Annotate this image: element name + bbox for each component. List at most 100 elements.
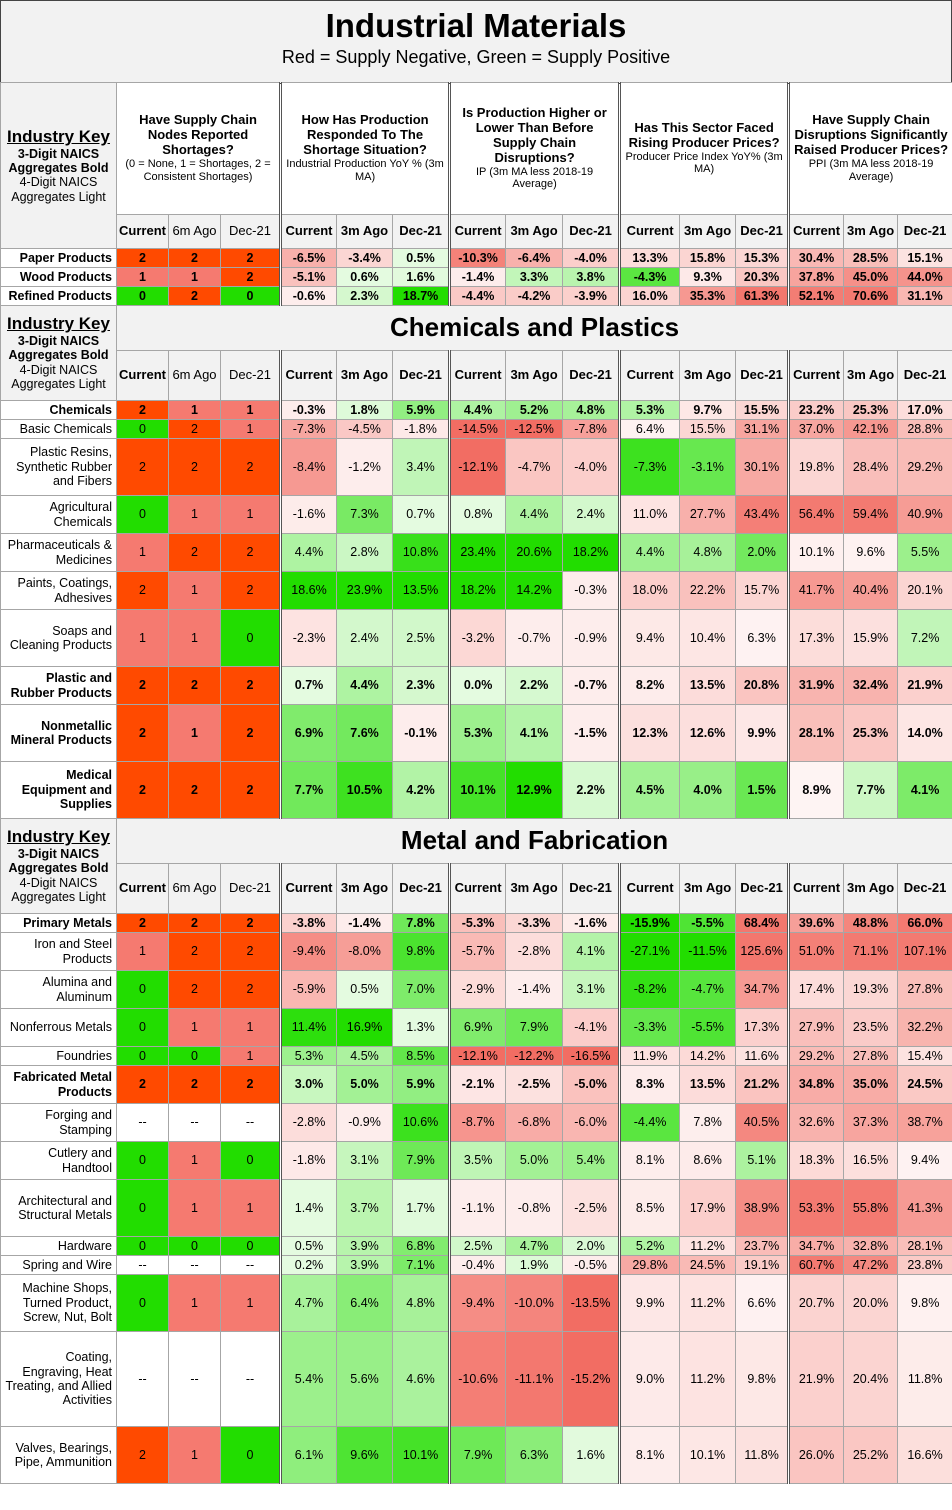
question-header-5: Have Supply Chain Disruptions Significan… [787, 82, 952, 215]
data-cell: 0 [116, 970, 169, 1009]
data-cell: 1 [168, 1141, 221, 1180]
data-cell: 7.7% [279, 761, 338, 819]
data-cell: 1.6% [562, 1426, 621, 1484]
data-cell: 9.8% [392, 932, 451, 971]
title-block: Industrial Materials Red = Supply Negati… [0, 0, 952, 84]
data-cell: -7.3% [618, 438, 681, 496]
data-cell: 5.4% [279, 1331, 338, 1427]
data-cell: 2 [168, 932, 221, 971]
data-cell: 20.3% [735, 267, 790, 287]
data-cell: 29.2% [787, 1046, 845, 1066]
row-label: Valves, Bearings, Pipe, Ammunition [0, 1426, 117, 1484]
data-cell: 17.3% [787, 609, 845, 667]
data-cell: 4.4% [279, 533, 338, 572]
data-cell: 30.4% [787, 248, 845, 268]
data-cell: 34.7% [735, 970, 790, 1009]
data-cell: 13.5% [392, 571, 451, 610]
data-cell: 1 [168, 1008, 221, 1047]
data-cell: 4.5% [618, 761, 681, 819]
column-label: 3m Ago [843, 214, 899, 249]
data-cell: 1 [168, 1426, 221, 1484]
data-cell: 1 [116, 533, 169, 572]
data-cell: 2 [219, 970, 282, 1009]
data-cell: 10.5% [336, 761, 394, 819]
data-cell: 0 [219, 286, 282, 306]
data-cell: 6.8% [392, 1236, 451, 1256]
data-cell: 31.1% [735, 419, 790, 439]
data-cell: 3.3% [505, 267, 564, 287]
data-cell: 5.0% [336, 1065, 394, 1104]
data-cell: -- [219, 1103, 282, 1142]
data-cell: 27.9% [787, 1008, 845, 1047]
column-label: 3m Ago [679, 350, 737, 401]
data-cell: -4.0% [562, 438, 621, 496]
column-label: 3m Ago [505, 863, 564, 914]
data-cell: 2.0% [735, 533, 790, 572]
data-cell: 61.3% [735, 286, 790, 306]
data-cell: 2 [168, 533, 221, 572]
data-cell: -4.4% [448, 286, 507, 306]
data-cell: 0 [116, 1236, 169, 1256]
data-cell: -0.3% [279, 400, 338, 420]
data-cell: 17.9% [679, 1179, 737, 1237]
data-cell: 3.7% [336, 1179, 394, 1237]
data-cell: 31.1% [897, 286, 952, 306]
data-cell: -4.7% [679, 970, 737, 1009]
data-cell: 37.8% [787, 267, 845, 287]
data-cell: 28.1% [897, 1236, 952, 1256]
data-cell: -10.0% [505, 1274, 564, 1332]
data-cell: 1 [168, 1179, 221, 1237]
data-cell: 8.6% [679, 1141, 737, 1180]
data-cell: 20.6% [505, 533, 564, 572]
row-label: Refined Products [0, 286, 117, 306]
data-cell: 4.4% [618, 533, 681, 572]
data-cell: 66.0% [897, 913, 952, 933]
table-row: Spring and Wire -- -- -- 0.2% 3.9% 7.1% -0.4% 1.… [0, 1255, 952, 1275]
question-text: Have Supply Chain Disruptions Significan… [794, 112, 949, 158]
question-header-1: Have Supply Chain Nodes Reported Shortag… [115, 82, 282, 215]
data-cell: 4.8% [679, 533, 737, 572]
column-label: 3m Ago [336, 863, 394, 914]
data-cell: 15.7% [735, 571, 790, 610]
data-cell: -0.6% [279, 286, 338, 306]
data-cell: 2.2% [562, 761, 621, 819]
data-cell: 0 [116, 286, 169, 306]
data-cell: -5.7% [448, 932, 507, 971]
data-cell: -6.5% [279, 248, 338, 268]
data-cell: -2.1% [448, 1065, 507, 1104]
data-cell: 11.2% [679, 1236, 737, 1256]
row-label: Spring and Wire [0, 1255, 117, 1275]
table-row: Soaps and Cleaning Products 1 1 0 -2.3% 2.4% 2… [0, 609, 952, 667]
data-cell: 8.2% [618, 666, 681, 705]
data-cell: 14.0% [897, 704, 952, 762]
data-cell: -2.8% [505, 932, 564, 971]
data-cell: 0 [116, 495, 169, 534]
row-label: Primary Metals [0, 913, 117, 933]
data-cell: 0.5% [392, 248, 451, 268]
table-row: Iron and Steel Products 1 2 2 -9.4% -8.0% 9.8%… [0, 932, 952, 971]
column-label: Dec-21 [219, 214, 282, 249]
data-cell: 9.4% [618, 609, 681, 667]
data-cell: 5.9% [392, 1065, 451, 1104]
table-row: Paints, Coatings, Adhesives 2 1 2 18.6% 23.9%… [0, 571, 952, 610]
data-cell: -16.5% [562, 1046, 621, 1066]
question-header-2: How Has Production Responded To The Shor… [279, 82, 451, 215]
data-cell: 10.6% [392, 1103, 451, 1142]
data-cell: 29.2% [897, 438, 952, 496]
data-cell: -2.8% [279, 1103, 338, 1142]
data-cell: 2 [168, 666, 221, 705]
row-label: Plastic and Rubber Products [0, 666, 117, 705]
table-row: Coating, Engraving, Heat Treating, and A… [0, 1331, 952, 1427]
data-cell: 12.3% [618, 704, 681, 762]
data-cell: 44.0% [897, 267, 952, 287]
data-cell: 40.4% [843, 571, 899, 610]
data-cell: 1.4% [279, 1179, 338, 1237]
data-cell: 42.1% [843, 419, 899, 439]
data-cell: 34.7% [787, 1236, 845, 1256]
data-cell: -4.0% [562, 248, 621, 268]
data-cell: 7.0% [392, 970, 451, 1009]
question-subtext: PPI (3m MA less 2018-19 Average) [808, 158, 934, 183]
column-label: Dec-21 [897, 214, 952, 249]
row-label: Nonferrous Metals [0, 1008, 117, 1047]
data-cell: 48.8% [843, 913, 899, 933]
